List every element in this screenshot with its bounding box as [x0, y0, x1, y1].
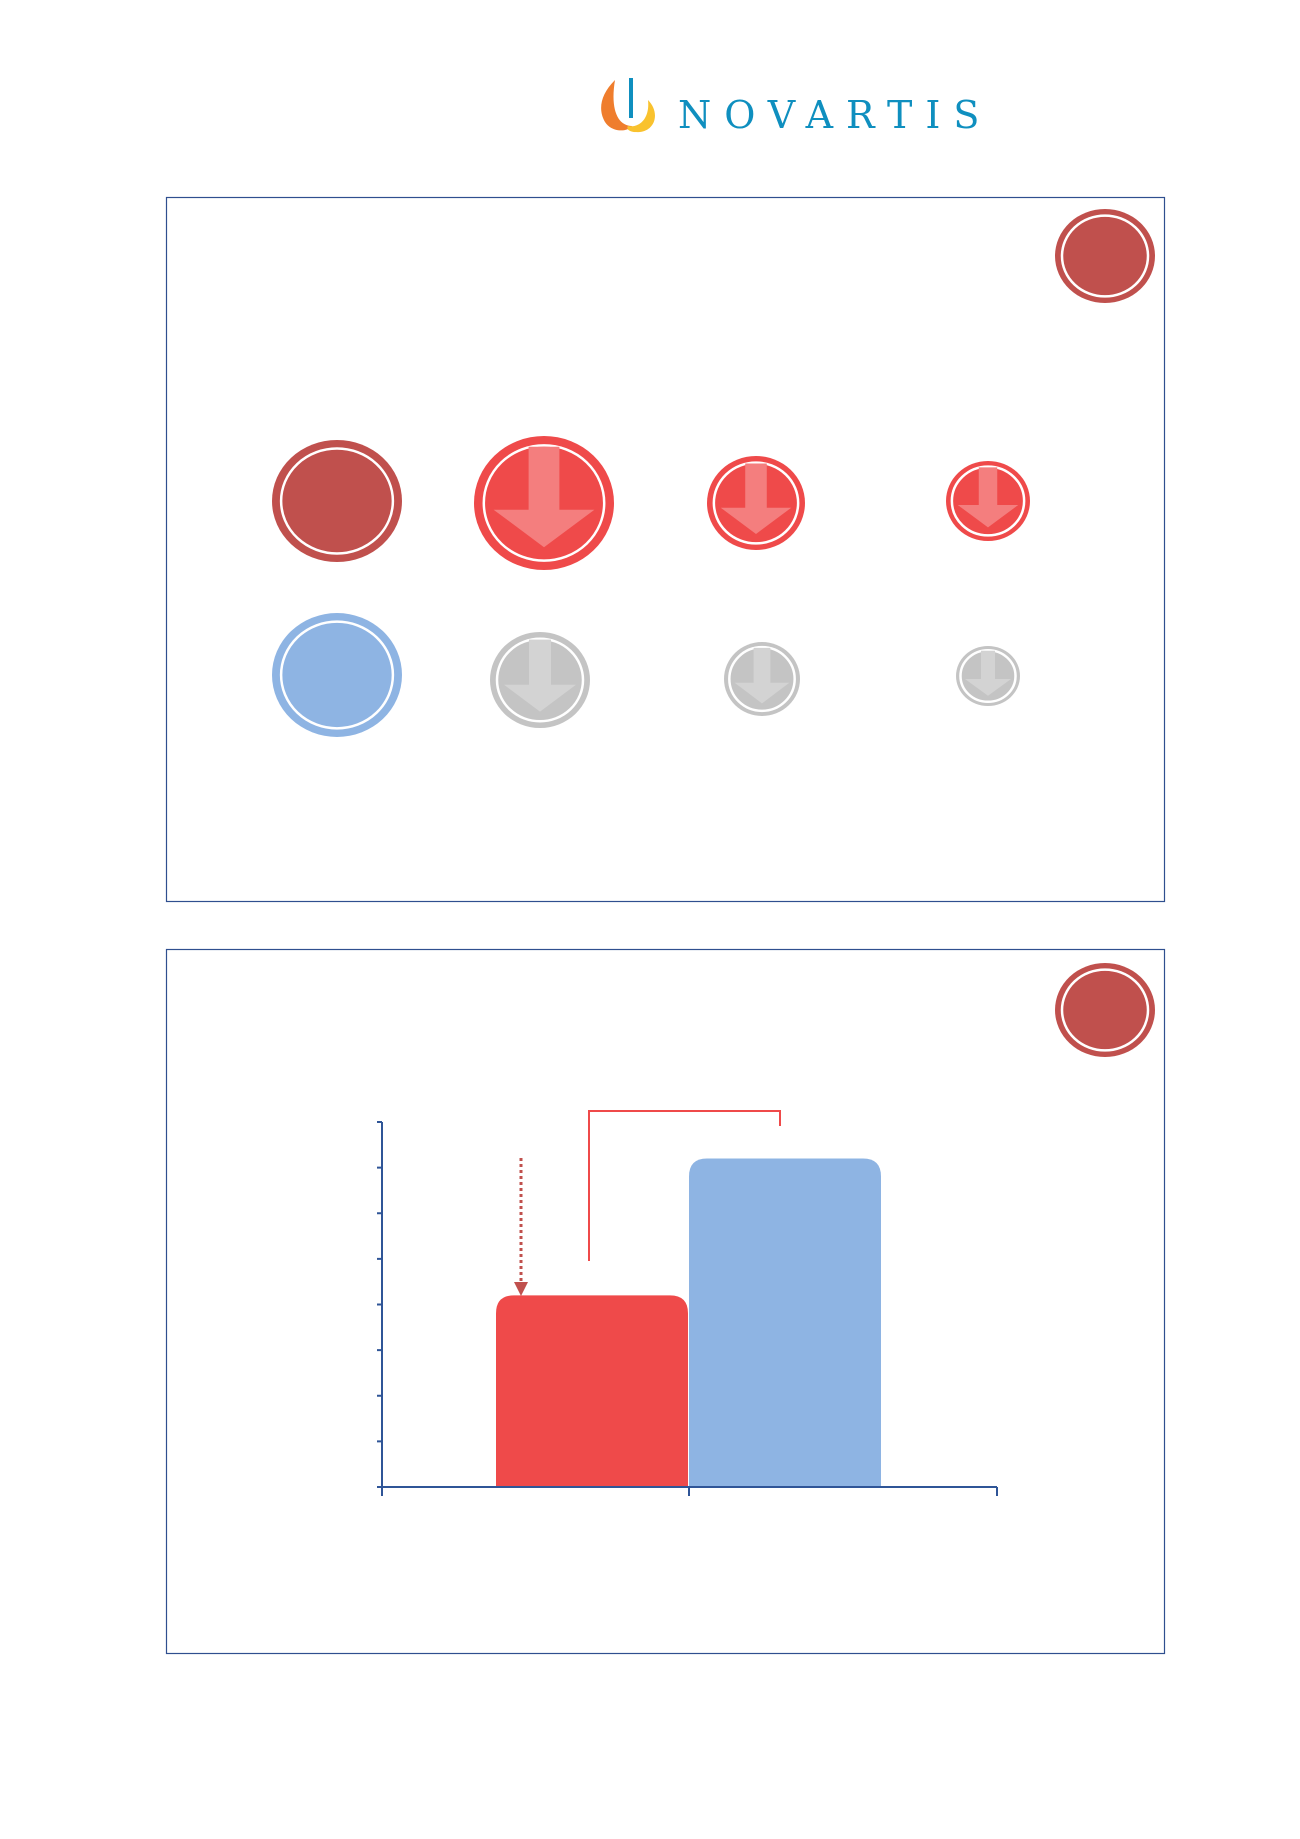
bar-2	[689, 1158, 881, 1486]
red-down-arrow-circle-large-ring	[482, 444, 606, 562]
panel-1-badge-ring	[1060, 214, 1150, 298]
panel-1-badge	[1055, 209, 1155, 303]
down-arrow-icon	[734, 647, 790, 704]
panel-2-frame	[165, 948, 1166, 1655]
red-down-arrow-circle-large	[474, 436, 614, 570]
gray-down-arrow-circle-medium	[724, 642, 800, 716]
panel-2-badge-ring	[1060, 968, 1150, 1052]
red-down-arrow-circle-medium	[707, 456, 805, 550]
panel-1-badge-fill	[1055, 209, 1155, 303]
blue-circle-fill	[272, 613, 402, 737]
bar-chart	[377, 1110, 998, 1496]
down-arrow-icon	[964, 650, 1012, 696]
novartis-logo: NOVARTIS	[601, 78, 992, 137]
arrowhead-icon	[514, 1282, 528, 1296]
panel-2-badge-fill	[1055, 963, 1155, 1057]
gray-down-arrow-circle-large	[490, 632, 590, 728]
dark-red-circle-fill	[272, 440, 402, 562]
down-arrow-icon	[493, 446, 595, 548]
down-arrow-icon	[957, 467, 1019, 528]
gray-down-arrow-circle-small-ring	[959, 648, 1017, 704]
blue-circle	[272, 613, 402, 737]
blue-circle-ring	[279, 620, 395, 730]
logo-flame-icon	[601, 80, 632, 131]
bar-1	[496, 1295, 688, 1486]
red-down-arrow-circle-medium-ring	[712, 461, 800, 545]
red-down-arrow-circle-small-ring	[950, 465, 1026, 537]
down-arrow-icon	[504, 639, 576, 712]
gray-down-arrow-circle-medium-ring	[728, 645, 796, 713]
logo-text: NOVARTIS	[678, 93, 992, 137]
red-down-arrow-circle-small	[946, 461, 1030, 541]
gray-down-arrow-circle-large-ring	[495, 637, 585, 723]
logo-flame-icon-yellow	[627, 100, 655, 133]
gray-down-arrow-circle-small	[956, 646, 1020, 706]
dark-red-circle-ring	[279, 447, 395, 555]
dark-red-circle	[272, 440, 402, 562]
comparison-bracket	[588, 1110, 781, 1261]
panel-2-badge	[1055, 963, 1155, 1057]
logo-stem-icon	[629, 78, 633, 118]
down-arrow-icon	[720, 463, 792, 535]
panel-1-frame	[165, 196, 1166, 903]
